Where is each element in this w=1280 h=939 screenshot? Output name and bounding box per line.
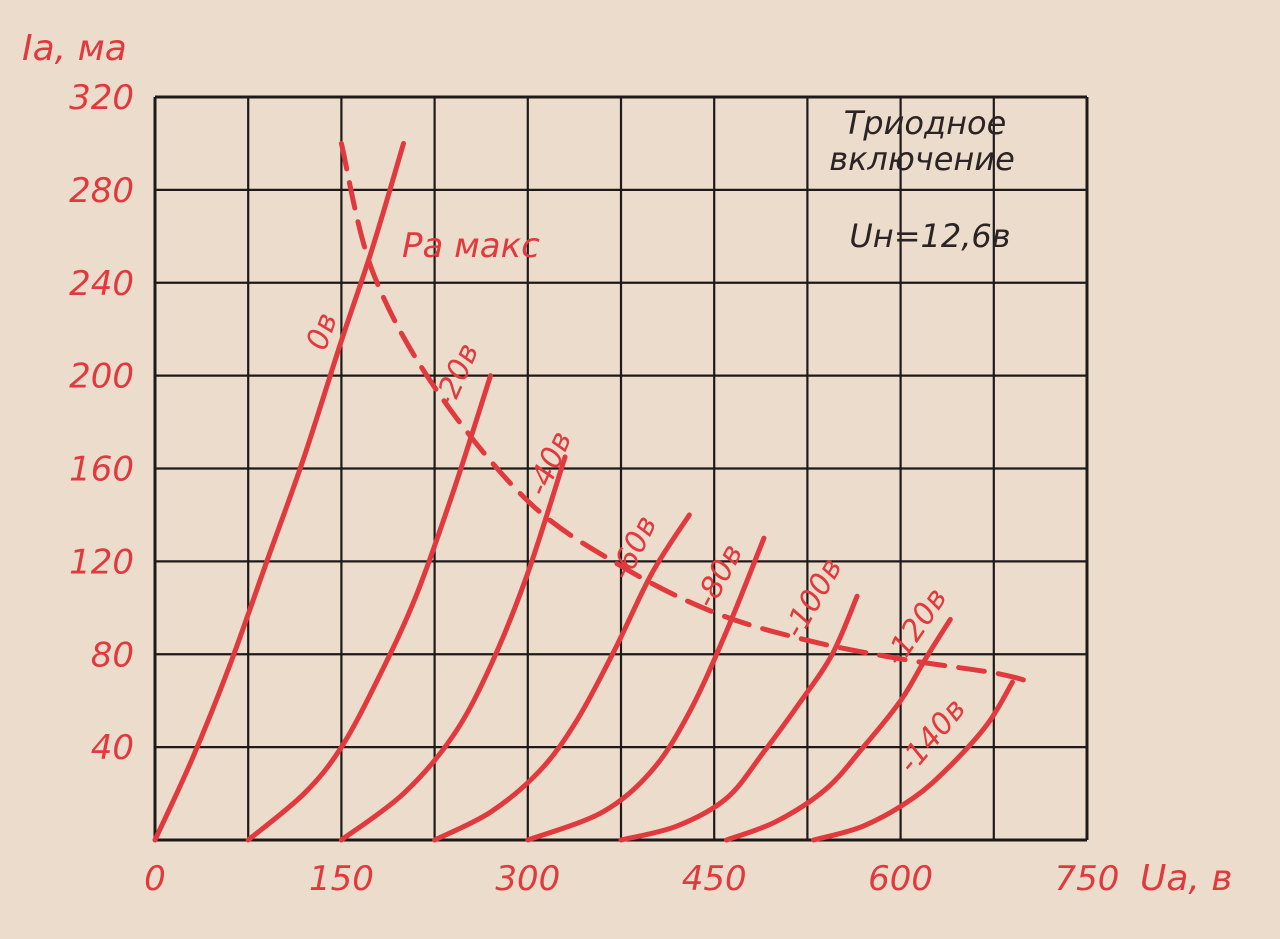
x-tick-label: 150 — [309, 859, 374, 899]
x-tick-label: 600 — [868, 859, 933, 899]
pmax-label: Pа макс — [402, 226, 540, 266]
mode-label-line2: включение — [829, 140, 1015, 178]
y-tick-label: 160 — [69, 450, 134, 490]
y-tick-label: 200 — [69, 357, 134, 397]
curve-label: -140в — [891, 692, 973, 780]
x-tick-label: 750 — [1055, 859, 1120, 899]
curve-label: -100в — [777, 552, 850, 644]
curve-label: -60в — [604, 510, 665, 585]
heater-voltage-label: Uн=12,6в — [849, 217, 1010, 255]
grid-voltage-curve — [432, 512, 692, 843]
curve-label: -40в — [520, 426, 579, 501]
y-tick-label: 240 — [69, 264, 134, 304]
x-tick-label: 300 — [495, 859, 560, 899]
labels: 0 150 300 450 600 75040801201602002402803200в… — [69, 78, 1119, 899]
curves — [152, 140, 1034, 843]
x-tick-label: 450 — [682, 859, 747, 899]
y-tick-label: 40 — [91, 728, 134, 768]
grid-voltage-curve — [152, 140, 407, 843]
grid-voltage-curve — [525, 535, 767, 843]
y-tick-label: 120 — [69, 542, 134, 582]
y-tick-label: 80 — [91, 635, 134, 675]
mode-label-line1: Триодное — [844, 104, 1007, 142]
y-tick-label: 320 — [69, 78, 134, 118]
grid-voltage-curve — [338, 454, 568, 843]
grid-voltage-curve — [618, 593, 860, 843]
grid-voltage-curve — [245, 373, 494, 843]
grid-voltage-curve — [811, 679, 1015, 843]
x-tick-label: 0 — [144, 859, 166, 899]
grid-voltage-curve — [724, 616, 953, 843]
y-tick-label: 280 — [69, 171, 134, 211]
pmax-curve — [338, 140, 1034, 685]
x-axis-label: Ua, в — [1140, 858, 1233, 899]
y-axis-label: Ia, ма — [22, 28, 127, 69]
grid — [153, 95, 1089, 842]
